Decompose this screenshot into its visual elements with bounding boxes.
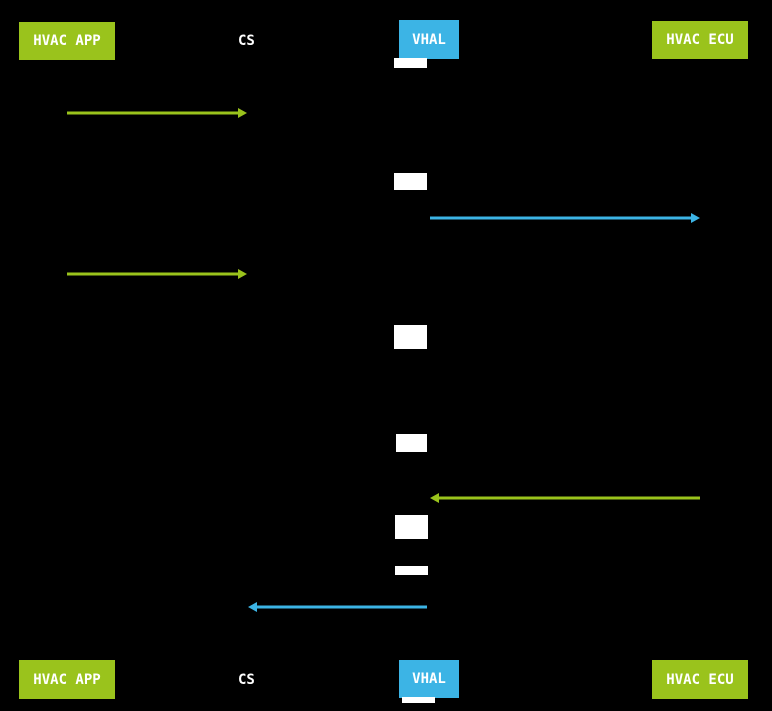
- message-arrow: [67, 269, 247, 279]
- participant-cs-bottom: CS: [238, 672, 255, 688]
- activation-box: [394, 325, 427, 349]
- participant-hvac-ecu-bottom: HVAC ECU: [652, 660, 748, 699]
- participant-cs-top: CS: [238, 33, 255, 49]
- participant-hvac-ecu-top: HVAC ECU: [652, 21, 748, 59]
- participant-hvac-app-bottom: HVAC APP: [19, 660, 115, 699]
- message-arrow: [67, 108, 247, 118]
- participant-vhal-bottom: VHAL: [399, 660, 459, 698]
- message-arrow: [430, 213, 700, 223]
- message-arrow: [430, 493, 700, 503]
- activation-box: [396, 434, 427, 452]
- message-arrow: [248, 602, 427, 612]
- activation-box: [395, 566, 428, 575]
- activation-box: [394, 173, 427, 190]
- activation-box: [402, 697, 435, 703]
- activation-box: [394, 58, 427, 68]
- participant-vhal-top: VHAL: [399, 20, 459, 59]
- activation-box: [395, 515, 428, 539]
- participant-hvac-app-top: HVAC APP: [19, 22, 115, 60]
